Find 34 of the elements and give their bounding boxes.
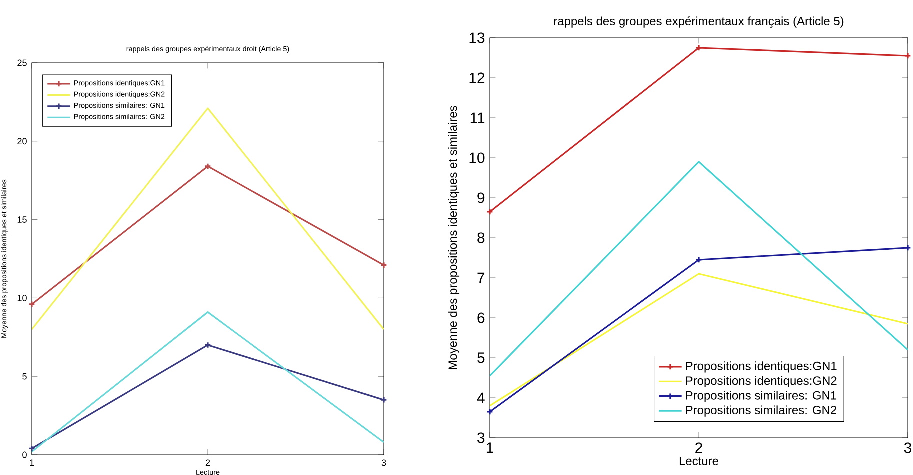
y-tick-label: 6 [478,312,485,324]
y-tick-label: 9 [478,192,485,204]
x-axis-title: Lecture [680,457,718,466]
point [696,44,702,52]
x-tick-label: 2 [696,442,702,454]
y-tick-label: 3 [478,432,485,444]
x-tick-label: 1 [486,442,494,453]
y-tick-label: 5 [22,373,27,380]
y-tick-label: 10 [470,152,485,164]
y-tick-label: 20 [18,138,27,145]
y-tick-label: 7 [478,272,485,284]
y-tick-label: 25 [18,60,27,66]
y-axis-title: Moyenne des propositions identiques et similaires [448,106,460,370]
y-tick-label: 8 [478,232,485,244]
x-tick-label: 3 [382,460,386,466]
y-tick-label: 13 [470,32,485,44]
y-tick-label: 10 [18,294,27,302]
y-tick-label: 0 [22,452,27,458]
x-tick-label: 3 [904,442,912,454]
y-tick-label: 15 [18,216,27,223]
y-tick-label: 5 [478,352,485,364]
legend-label: Propositions identiques:GN1 [686,362,837,373]
legend-label: Propositions identiques:GN2 [686,376,837,388]
legend-label: Propositions similaires: GN2 [686,406,836,417]
point [696,256,702,264]
chart-title: rappels des groupes expérimentaux français (Article 5) [554,16,844,28]
x-tick-label: 1 [30,460,34,466]
point [204,342,212,349]
y-tick-label: 11 [470,112,485,124]
legend-label: Propositions similaires: GN1 [686,391,837,402]
y-tick-label: 12 [470,72,485,84]
y-tick-label: 4 [477,392,485,404]
x-tick-label: 2 [206,460,210,466]
point [204,163,212,170]
